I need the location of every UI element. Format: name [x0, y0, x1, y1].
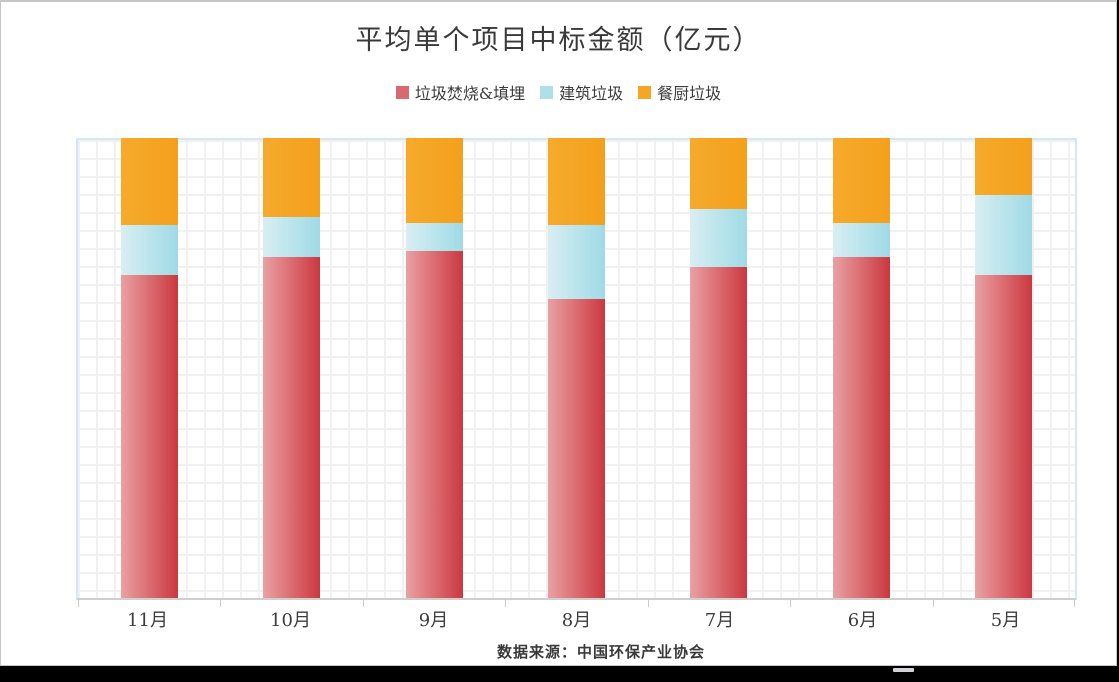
- bar-segment-餐厨垃圾: [832, 138, 890, 223]
- bar-segment-餐厨垃圾: [548, 138, 605, 226]
- stacked-bar-9月: [405, 138, 463, 598]
- bar-segment-建筑垃圾: [263, 216, 321, 257]
- bar-segment-餐厨垃圾: [975, 138, 1033, 195]
- bar-segment-建筑垃圾: [690, 208, 748, 267]
- chart-legend: 垃圾焚烧&填埋 建筑垃圾 餐厨垃圾: [1, 80, 1116, 104]
- chart-card: 平均单个项目中标金额（亿元） 垃圾焚烧&填埋 建筑垃圾 餐厨垃圾 11月 10月 9月 8…: [0, 0, 1117, 666]
- x-axis-label-11月: 11月: [127, 610, 168, 631]
- bar-segment-建筑垃圾: [832, 222, 890, 257]
- x-axis-label-6月: 6月: [847, 610, 878, 631]
- bar-segment-建筑垃圾: [405, 222, 463, 251]
- legend-item-3[interactable]: 餐厨垃圾: [638, 80, 721, 104]
- bar-segment-垃圾焚烧&填埋: [690, 266, 748, 598]
- legend-item-2[interactable]: 建筑垃圾: [540, 80, 623, 104]
- x-axis-label-8月: 8月: [561, 610, 592, 631]
- bottom-black-bar: [0, 668, 1119, 682]
- legend-item-label: 建筑垃圾: [559, 84, 624, 103]
- data-source-label: 数据来源：中国环保产业协会: [496, 643, 706, 661]
- x-axis-tick: [220, 598, 222, 607]
- x-axis-labels: 11月 10月 9月 8月 7月 6月 5月: [76, 606, 1077, 636]
- plot-area: [76, 138, 1077, 607]
- bar-segment-建筑垃圾: [548, 225, 605, 300]
- bar-segment-餐厨垃圾: [690, 138, 748, 209]
- bar-segment-垃圾焚烧&填埋: [405, 250, 463, 598]
- x-axis-tick: [932, 598, 934, 607]
- legend-swatch-icon: [638, 85, 652, 99]
- stacked-bar-7月: [690, 138, 748, 598]
- bar-segment-餐厨垃圾: [405, 138, 463, 223]
- bar-segment-垃圾焚烧&填埋: [120, 274, 178, 598]
- bar-segment-餐厨垃圾: [120, 138, 178, 225]
- bottom-bar-notch: [893, 668, 914, 672]
- stacked-bar-11月: [120, 138, 178, 598]
- bar-segment-餐厨垃圾: [263, 138, 321, 217]
- legend-item-1[interactable]: 垃圾焚烧&填埋: [395, 80, 526, 104]
- bar-segment-建筑垃圾: [120, 224, 178, 275]
- bar-segment-垃圾焚烧&填埋: [548, 299, 605, 598]
- x-axis-tick: [78, 598, 79, 607]
- legend-item-label: 垃圾焚烧&填埋: [414, 84, 526, 103]
- stacked-bar-5月: [975, 138, 1033, 598]
- x-axis-tick: [790, 598, 792, 607]
- legend-item-label: 餐厨垃圾: [657, 84, 722, 103]
- stacked-bar-8月: [548, 138, 605, 598]
- bar-segment-建筑垃圾: [975, 194, 1033, 275]
- x-axis-tick: [1074, 598, 1075, 607]
- bar-segment-垃圾焚烧&填埋: [263, 256, 321, 598]
- x-axis-tick: [362, 598, 364, 607]
- chart-title: 平均单个项目中标金额（亿元）: [355, 25, 762, 56]
- x-axis-label-7月: 7月: [704, 610, 735, 631]
- legend-swatch-icon: [540, 85, 554, 99]
- x-axis-label-10月: 10月: [270, 610, 311, 631]
- x-axis-label-5月: 5月: [990, 610, 1021, 631]
- x-axis-tick: [505, 598, 507, 607]
- legend-swatch-icon: [395, 85, 409, 99]
- bar-segment-垃圾焚烧&填埋: [975, 274, 1033, 598]
- stacked-bar-10月: [263, 138, 321, 598]
- bar-segment-垃圾焚烧&填埋: [832, 256, 890, 598]
- x-axis-label-9月: 9月: [418, 610, 449, 631]
- stacked-bar-6月: [832, 138, 890, 598]
- x-axis-tick: [647, 598, 649, 607]
